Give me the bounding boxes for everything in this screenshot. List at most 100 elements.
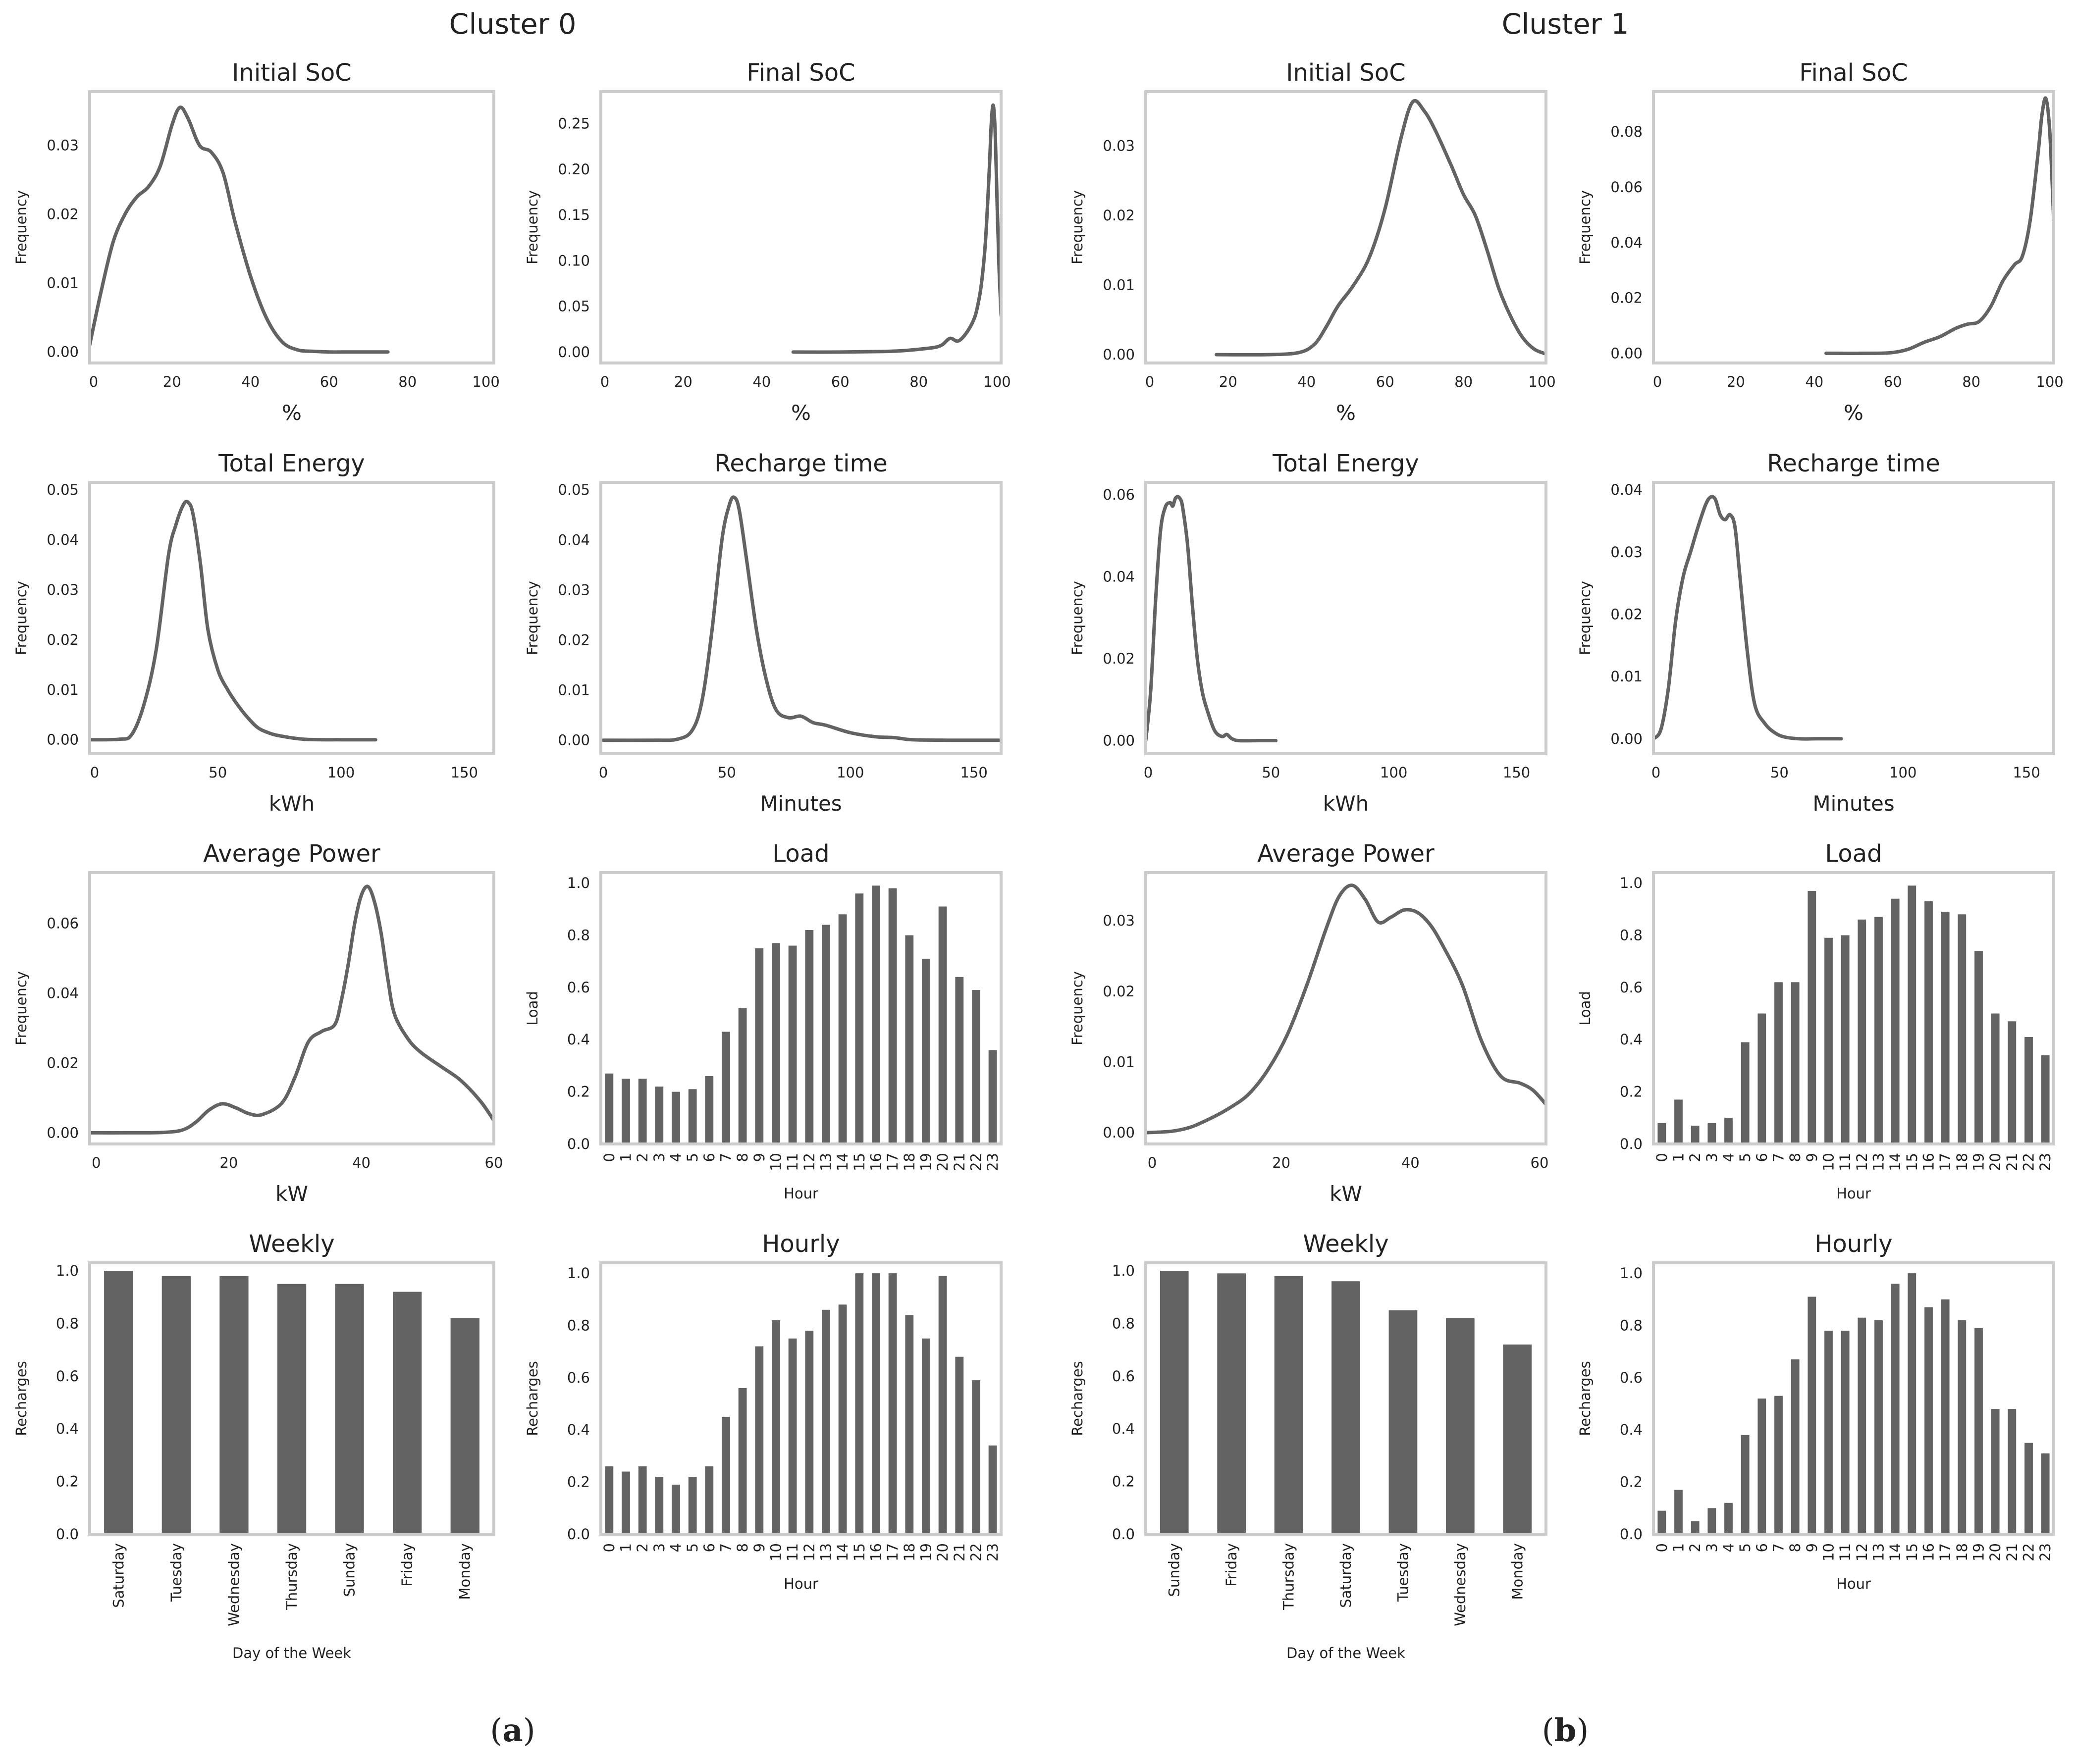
c1-load-bar: [1841, 935, 1850, 1144]
c0-weekly-ytick-label: 0.8: [56, 1315, 79, 1332]
c0-load-xtick-label: 7: [718, 1153, 735, 1162]
c1-load-xtick-label: 21: [2004, 1153, 2021, 1171]
c0-average-power-ytick-label: 0.00: [47, 1124, 79, 1141]
c1-initial-soc-xlabel: %: [1336, 401, 1356, 425]
c1-recharge-time-ytick-label: 0.04: [1610, 481, 1643, 498]
c0-total-energy-ytick-label: 0.01: [47, 681, 79, 698]
c0-load-xtick-label: 9: [751, 1153, 768, 1162]
c0-initial-soc-xtick-label: 0: [89, 373, 98, 390]
c1-hourly-bar: [1741, 1435, 1750, 1534]
c1-hourly-xtick-label: 16: [1920, 1543, 1937, 1561]
c1-weekly-bar: [1331, 1281, 1360, 1534]
c0-load-bar: [688, 1089, 697, 1144]
c0-final-soc-xtick-label: 20: [674, 373, 692, 390]
c0-final-soc-panel: Final SoC 0.00 0.05 0.10 0.15 0.20 0.25 Frequen…: [524, 59, 1011, 425]
c1-initial-soc-ytick-label: 0.00: [1103, 346, 1135, 363]
c0-load-bar: [988, 1050, 997, 1144]
c1-hourly-bar: [1707, 1508, 1716, 1534]
c1-load-xtick-label: 4: [1720, 1153, 1737, 1162]
c1-average-power-xtick-label: 40: [1401, 1154, 1420, 1171]
caption-b: (b): [1542, 1712, 1589, 1749]
c0-weekly-bar: [161, 1276, 191, 1534]
c1-final-soc-xtick-label: 80: [1962, 373, 1980, 390]
c1-load-bar: [1908, 885, 1916, 1144]
c0-hourly-bar: [938, 1276, 947, 1534]
c0-load-xtick-label: 14: [834, 1153, 851, 1171]
c0-load-ylabel: Load: [524, 991, 541, 1026]
c1-initial-soc-ytick-label: 0.02: [1103, 207, 1135, 224]
c0-weekly-bar: [277, 1284, 307, 1534]
c1-average-power-ytick-label: 0.00: [1103, 1124, 1135, 1141]
c0-total-energy-ylabel: Frequency: [13, 581, 30, 655]
c1-total-energy-frame: [1144, 481, 1547, 755]
c0-hourly-xtick-label: 15: [851, 1543, 868, 1561]
c1-hourly-xtick-label: 8: [1787, 1543, 1804, 1552]
c1-total-energy-density-line: [1146, 495, 1278, 743]
c0-load-xtick-label: 17: [884, 1153, 901, 1171]
c0-total-energy-xtick-label: 100: [327, 764, 355, 781]
c1-weekly-xlabel: Day of the Week: [1286, 1645, 1405, 1661]
c0-weekly-panel: Weekly 0.0 0.2 0.4 0.6 0.8 1.0 Recharges Saturda…: [13, 1230, 495, 1661]
c1-load-bar: [1707, 1123, 1716, 1144]
c0-recharge-time-xtick-label: 50: [718, 764, 736, 781]
c0-initial-soc-xlabel: %: [282, 401, 302, 425]
c1-initial-soc-xtick-label: 40: [1297, 373, 1316, 390]
c1-hourly-xtick-label: 12: [1854, 1543, 1870, 1561]
c0-load-xtick-label: 16: [868, 1153, 885, 1171]
c0-load-xtick-label: 1: [618, 1153, 635, 1162]
c0-recharge-time-ytick-label: 0.01: [558, 682, 590, 699]
c0-hourly-xtick-label: 22: [968, 1543, 985, 1561]
c0-load-bar: [655, 1087, 664, 1144]
c1-load-xtick-label: 15: [1904, 1153, 1920, 1171]
c0-load-xtick-label: 10: [768, 1153, 785, 1171]
c0-recharge-time-ytick-label: 0.00: [558, 732, 590, 749]
c0-hourly-bar: [705, 1466, 714, 1534]
c1-hourly-frame: [1652, 1261, 2055, 1536]
c1-total-energy-ytick-label: 0.04: [1103, 568, 1135, 585]
c0-initial-soc-xtick-label: 40: [241, 373, 260, 390]
c0-hourly-xtick-label: 21: [951, 1543, 968, 1561]
c0-weekly-bar: [219, 1276, 249, 1534]
caption-a-open: (: [490, 1712, 502, 1749]
c1-total-energy-ytick-label: 0.02: [1103, 650, 1135, 667]
c0-total-energy-ytick-label: 0.04: [47, 531, 79, 548]
c1-hourly-bar: [1724, 1503, 1733, 1534]
c1-load-xtick-label: 3: [1703, 1153, 1720, 1162]
c1-load-xtick-label: 6: [1754, 1153, 1770, 1162]
c1-weekly-ytick-label: 0.4: [1112, 1420, 1135, 1437]
c1-hourly-bar: [2024, 1443, 2033, 1534]
c0-final-soc-ytick-label: 0.20: [558, 161, 590, 178]
c0-load-ytick-label: 0.2: [567, 1084, 590, 1100]
c1-weekly-ytick-label: 0.0: [1112, 1526, 1135, 1543]
c0-hourly-bar: [905, 1315, 914, 1534]
c1-load-xlabel: Hour: [1836, 1185, 1871, 1202]
c0-weekly-ytick-label: 0.2: [56, 1473, 79, 1490]
c0-initial-soc-xtick-label: 20: [163, 373, 181, 390]
c1-hourly-xtick-label: 18: [1954, 1543, 1970, 1561]
c1-load-bar: [1808, 890, 1816, 1144]
c1-hourly-bar: [2008, 1409, 2017, 1534]
c1-hourly-ytick-label: 0.6: [1620, 1369, 1643, 1386]
c0-initial-soc-xtick-label: 60: [320, 373, 338, 390]
c0-load-bar: [805, 930, 814, 1144]
c0-weekly-ylabel: Recharges: [13, 1361, 30, 1436]
c1-load-xtick-label: 5: [1737, 1153, 1754, 1162]
caption-b-letter: b: [1554, 1712, 1577, 1749]
c0-hourly-xtick-label: 13: [818, 1543, 835, 1561]
c0-hourly-xtick-label: 6: [701, 1543, 718, 1552]
c0-hourly-xtick-label: 23: [984, 1543, 1001, 1561]
c1-weekly-panel: Weekly 0.0 0.2 0.4 0.6 0.8 1.0 Recharges Sunday F…: [1069, 1230, 1547, 1661]
c0-load-frame: [599, 871, 1003, 1145]
c0-hourly-xtick-label: 10: [768, 1543, 785, 1561]
c0-total-energy-density-line: [90, 500, 377, 742]
c1-weekly-ylabel: Recharges: [1069, 1361, 1086, 1436]
c1-hourly-xtick-label: 19: [1970, 1543, 1987, 1561]
c1-weekly-xtick-label: Friday: [1223, 1543, 1240, 1587]
c0-hourly-bar: [622, 1471, 630, 1534]
c0-final-soc-frame: [599, 90, 1003, 364]
c1-hourly-bar: [1691, 1521, 1700, 1534]
c0-hourly-bar: [805, 1331, 814, 1534]
c1-load-xtick-label: 13: [1870, 1153, 1887, 1171]
